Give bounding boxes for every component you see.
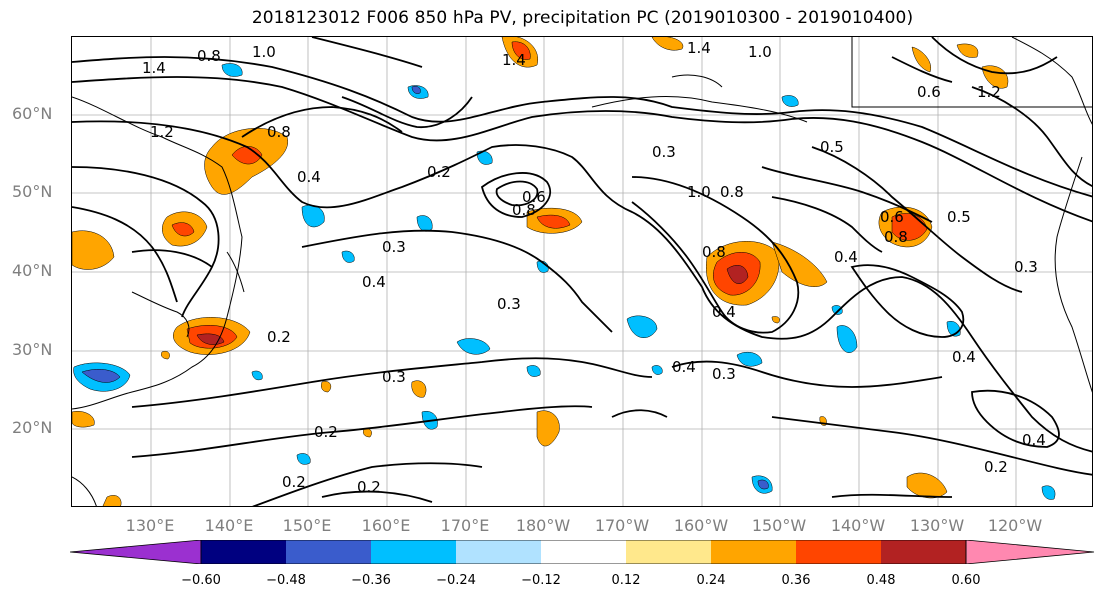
contour-label: 0.6 <box>880 208 904 226</box>
contour-label: 0.4 <box>834 248 858 266</box>
lon-label-160w: 160°W <box>673 516 729 535</box>
colorbar-tick: −0.36 <box>351 573 391 588</box>
colorbar-segment <box>881 540 966 564</box>
precip-negative-anomalies <box>73 63 1056 500</box>
contour-label: 1.0 <box>748 43 772 61</box>
precip-positive-anomalies <box>72 37 1009 506</box>
contour-label: 0.3 <box>712 365 736 383</box>
colorbar-tick: 0.24 <box>696 573 726 588</box>
contour-label: 0.2 <box>427 163 451 181</box>
contour-label: 0.4 <box>297 168 321 186</box>
contour-label: 0.8 <box>512 201 536 219</box>
colorbar-segment <box>70 540 202 564</box>
contour-label: 0.5 <box>947 208 971 226</box>
contour-label: 1.0 <box>687 183 711 201</box>
lon-label-170e: 170°E <box>440 516 490 535</box>
contour-label: 0.3 <box>497 295 521 313</box>
contour-labels: 0.8 1.4 1.0 0.8 1.2 0.4 0.2 0.3 0.4 0.3 … <box>142 39 1046 496</box>
contour-label: 0.2 <box>984 458 1008 476</box>
contour-label: 0.8 <box>267 123 291 141</box>
colorbar-segment <box>541 540 626 564</box>
contour-label: 0.5 <box>820 138 844 156</box>
colorbar-tick: 0.36 <box>781 573 811 588</box>
contour-label: 0.8 <box>884 228 908 246</box>
lon-label-180w: 180°W <box>515 516 571 535</box>
lon-label-140e: 140°E <box>204 516 254 535</box>
contour-label: 0.6 <box>522 188 546 206</box>
colorbar-segment <box>286 540 371 564</box>
lat-label-60n: 60°N <box>12 104 53 123</box>
colorbar-segment <box>965 540 1095 564</box>
colorbar-tick: −0.60 <box>181 573 221 588</box>
contour-label: 1.2 <box>150 123 174 141</box>
colorbar-tick: −0.48 <box>266 573 306 588</box>
contour-label: 0.3 <box>652 143 676 161</box>
contour-label: 0.6 <box>917 83 941 101</box>
contour-label: 0.4 <box>1022 431 1046 449</box>
contour-label: 0.8 <box>197 47 221 65</box>
contour-label: 0.2 <box>357 478 381 496</box>
contour-label: 0.3 <box>382 238 406 256</box>
pv-contours <box>72 37 1092 506</box>
colorbar-segment <box>796 540 881 564</box>
lon-label-160e: 160°E <box>361 516 411 535</box>
contour-label: 0.3 <box>1014 258 1038 276</box>
lat-label-30n: 30°N <box>12 340 53 359</box>
contour-label: 1.4 <box>687 39 711 57</box>
contour-label: 0.3 <box>382 368 406 386</box>
colorbar-tick: 0.60 <box>951 573 981 588</box>
lon-label-140w: 140°W <box>830 516 886 535</box>
lon-label-150w: 150°W <box>751 516 807 535</box>
colorbar-tick: 0.48 <box>866 573 896 588</box>
contour-label: 0.8 <box>702 243 726 261</box>
colorbar-segment <box>371 540 456 564</box>
colorbar-tick: 0.12 <box>611 573 641 588</box>
colorbar-tick: −0.12 <box>521 573 561 588</box>
lat-label-20n: 20°N <box>12 418 53 437</box>
contour-label: 1.4 <box>502 51 526 69</box>
colorbar-segment <box>201 540 286 564</box>
lat-label-50n: 50°N <box>12 182 53 201</box>
colorbar-tick: −0.24 <box>436 573 476 588</box>
colorbar-segment <box>456 540 541 564</box>
lat-label-40n: 40°N <box>12 261 53 280</box>
contour-label: 0.4 <box>672 358 696 376</box>
lon-label-170w: 170°W <box>594 516 650 535</box>
contour-label: 0.2 <box>267 328 291 346</box>
contour-label: 0.4 <box>712 303 736 321</box>
contour-label: 0.2 <box>314 423 338 441</box>
contour-label: 1.2 <box>977 83 1001 101</box>
contour-label: 0.2 <box>282 473 306 491</box>
colorbar-segment <box>626 540 711 564</box>
lon-label-130e: 130°E <box>125 516 175 535</box>
colorbar <box>70 540 1095 564</box>
lon-label-130w: 130°W <box>909 516 965 535</box>
contour-label: 1.4 <box>142 59 166 77</box>
map-canvas: 0.8 1.4 1.0 0.8 1.2 0.4 0.2 0.3 0.4 0.3 … <box>72 37 1092 506</box>
map-panel: 0.8 1.4 1.0 0.8 1.2 0.4 0.2 0.3 0.4 0.3 … <box>71 36 1093 507</box>
colorbar-segment <box>711 540 796 564</box>
lon-label-120w: 120°W <box>987 516 1043 535</box>
map-title: 2018123012 F006 850 hPa PV, precipitatio… <box>251 8 914 28</box>
contour-label: 1.0 <box>252 43 276 61</box>
contour-label: 0.4 <box>952 348 976 366</box>
contour-label: 0.4 <box>362 273 386 291</box>
contour-label: 0.8 <box>720 183 744 201</box>
lon-label-150e: 150°E <box>282 516 332 535</box>
